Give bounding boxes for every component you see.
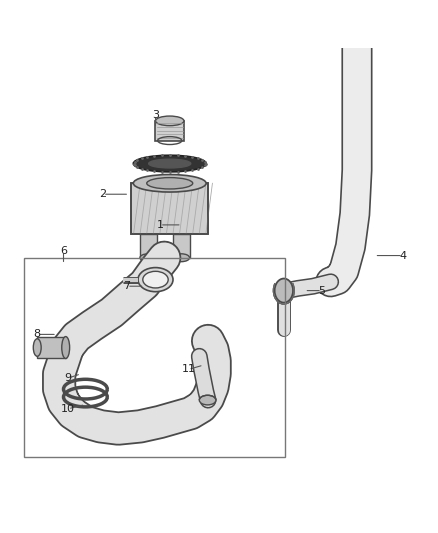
- Ellipse shape: [275, 279, 293, 303]
- Bar: [131, 183, 208, 233]
- Ellipse shape: [143, 271, 168, 288]
- Text: 10: 10: [61, 404, 75, 414]
- Bar: [173, 233, 190, 258]
- Bar: [131, 183, 208, 233]
- Bar: [24, 258, 285, 457]
- Ellipse shape: [148, 159, 191, 168]
- Ellipse shape: [138, 268, 173, 292]
- Text: 1: 1: [156, 220, 163, 230]
- Ellipse shape: [33, 339, 41, 356]
- Text: 4: 4: [399, 251, 406, 261]
- Text: 3: 3: [152, 110, 159, 120]
- Ellipse shape: [140, 254, 156, 262]
- Text: 9: 9: [64, 373, 71, 383]
- Ellipse shape: [133, 174, 206, 192]
- Bar: [155, 121, 184, 141]
- Text: 5: 5: [318, 286, 325, 296]
- Text: 6: 6: [60, 246, 67, 256]
- Text: 8: 8: [34, 329, 41, 340]
- Text: 7: 7: [124, 281, 131, 291]
- Ellipse shape: [133, 155, 206, 172]
- Ellipse shape: [155, 116, 184, 126]
- Bar: [37, 336, 66, 359]
- Ellipse shape: [62, 336, 70, 359]
- Ellipse shape: [147, 177, 193, 189]
- Ellipse shape: [173, 254, 190, 262]
- Text: 2: 2: [99, 189, 106, 199]
- Ellipse shape: [199, 395, 216, 405]
- Text: 11: 11: [181, 365, 195, 374]
- Bar: [140, 233, 156, 258]
